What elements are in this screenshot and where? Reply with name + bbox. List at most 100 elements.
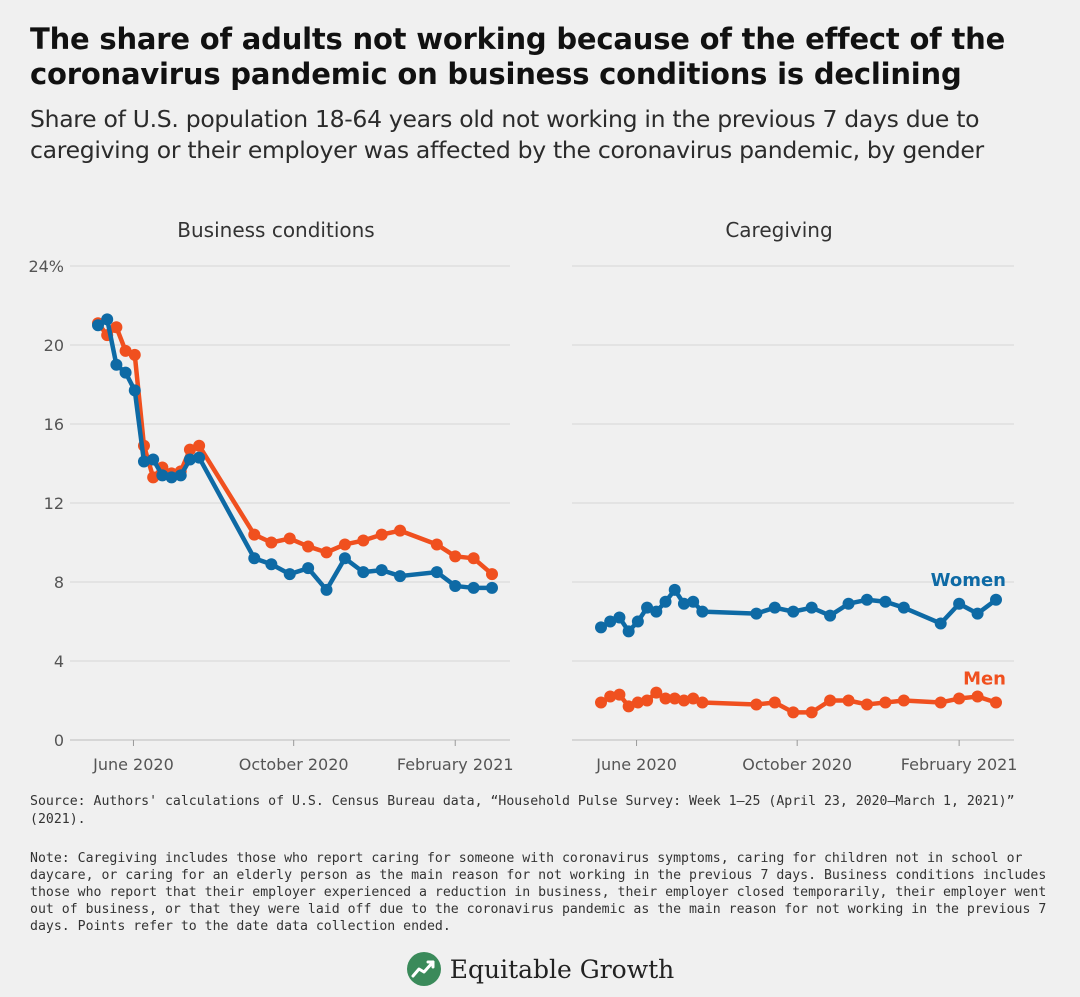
data-point-women [137,455,150,468]
data-point-men [631,696,644,709]
data-point-women [622,625,635,638]
data-point-women [805,601,818,614]
data-point-women [668,583,681,596]
data-point-women [302,562,315,575]
data-point-women [283,568,296,581]
data-point-men [183,443,196,456]
data-point-men [659,692,672,705]
data-point-women [110,358,123,371]
x-tick-label: October 2020 [742,755,852,774]
data-point-women [248,552,261,565]
data-point-women [990,593,1002,606]
data-point-men [990,696,1002,709]
data-point-women [92,319,104,332]
data-point-women [101,313,114,326]
data-point-women [677,597,690,610]
data-point-women [696,605,709,618]
data-point-women [449,579,462,592]
data-point-men [677,694,690,707]
data-point-men [375,528,388,541]
data-point-women [193,451,206,464]
data-point-men [622,700,635,713]
data-point-men [486,568,498,581]
data-point-women [119,366,132,379]
y-tick-label: 16 [44,415,64,434]
series-label-men: Men [963,668,1006,689]
data-point-men [357,534,370,547]
y-tick-label: 24% [28,257,64,276]
data-point-women [156,469,169,482]
panel-business-conditions: 24% 20 16 12 8 4 0 June 2020 October 2020 Februar… [28,218,513,774]
data-point-women [430,566,443,579]
panel-caregiving: June 2020 October 2020 February 2021 Caregi… [572,218,1017,774]
data-point-women [128,384,141,397]
data-point-men [449,550,462,563]
data-point-women [265,558,278,571]
data-point-women [787,605,800,618]
data-point-women [165,471,178,484]
data-point-men [953,692,966,705]
data-point-men [641,694,654,707]
data-point-men [147,471,160,484]
data-point-men [897,694,910,707]
x-tick-label: February 2021 [901,755,1018,774]
data-point-men [302,540,315,553]
y-tick-label: 0 [54,731,64,750]
data-point-men [430,538,443,551]
data-point-women [174,469,187,482]
data-point-women [650,605,663,618]
data-point-men [128,348,141,361]
chart-area: 24% 20 16 12 8 4 0 June 2020 October 2020 Februar… [28,218,1017,774]
data-point-women [147,453,160,466]
data-point-men [119,344,132,357]
data-point-men [934,696,947,709]
data-point-men [248,528,261,541]
data-point-women [842,597,855,610]
data-point-men [613,688,626,701]
data-point-women [768,601,781,614]
data-point-women [934,617,947,630]
data-point-men [842,694,855,707]
data-point-men [971,690,984,703]
data-point-men [787,706,800,719]
data-point-men [805,706,818,719]
data-point-men [193,439,206,452]
data-point-women [375,564,388,577]
y-tick-label: 20 [44,336,64,355]
data-point-women [971,607,984,620]
data-point-men [595,696,607,709]
y-tick-label: 8 [54,573,64,592]
methodology-note: Note: Caregiving includes those who repo… [30,851,1047,934]
data-point-women [659,595,672,608]
data-point-men [283,532,296,545]
brand-name: Equitable Growth [449,954,675,984]
data-point-men [110,321,123,334]
data-point-women [860,593,873,606]
data-point-men [879,696,892,709]
data-point-women [641,601,654,614]
data-point-men [668,692,681,705]
source-note: Source: Authors' calculations of U.S. Ce… [30,794,1015,827]
data-point-men [750,698,763,711]
data-point-men [265,536,278,549]
data-point-women [467,581,480,594]
data-point-men [604,690,617,703]
chart-title: The share of adults not working because … [30,22,1006,91]
x-tick-label: February 2021 [397,755,514,774]
data-point-men [338,538,351,551]
data-point-men [650,686,663,699]
data-point-men [860,698,873,711]
y-tick-label: 4 [54,652,64,671]
data-point-women [394,570,407,583]
x-tick-label: June 2020 [92,755,174,774]
data-point-women [486,581,498,594]
brand-footer: Equitable Growth [0,948,1080,990]
data-point-women [687,595,700,608]
data-point-women [595,621,607,634]
data-point-women [897,601,910,614]
data-point-women [750,607,763,620]
data-point-men [824,694,837,707]
data-point-women [953,597,966,610]
x-tick-label: June 2020 [595,755,677,774]
data-point-men [467,552,480,565]
